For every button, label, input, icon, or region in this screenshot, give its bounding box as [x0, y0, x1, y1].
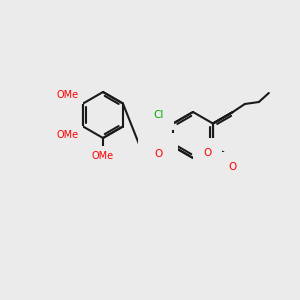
Text: Cl: Cl [153, 110, 163, 120]
Text: O: O [229, 162, 237, 172]
Text: O: O [204, 148, 212, 158]
Text: OMe: OMe [56, 130, 79, 140]
Text: O: O [154, 149, 162, 159]
Text: OMe: OMe [92, 151, 114, 161]
Text: OMe: OMe [56, 89, 79, 100]
